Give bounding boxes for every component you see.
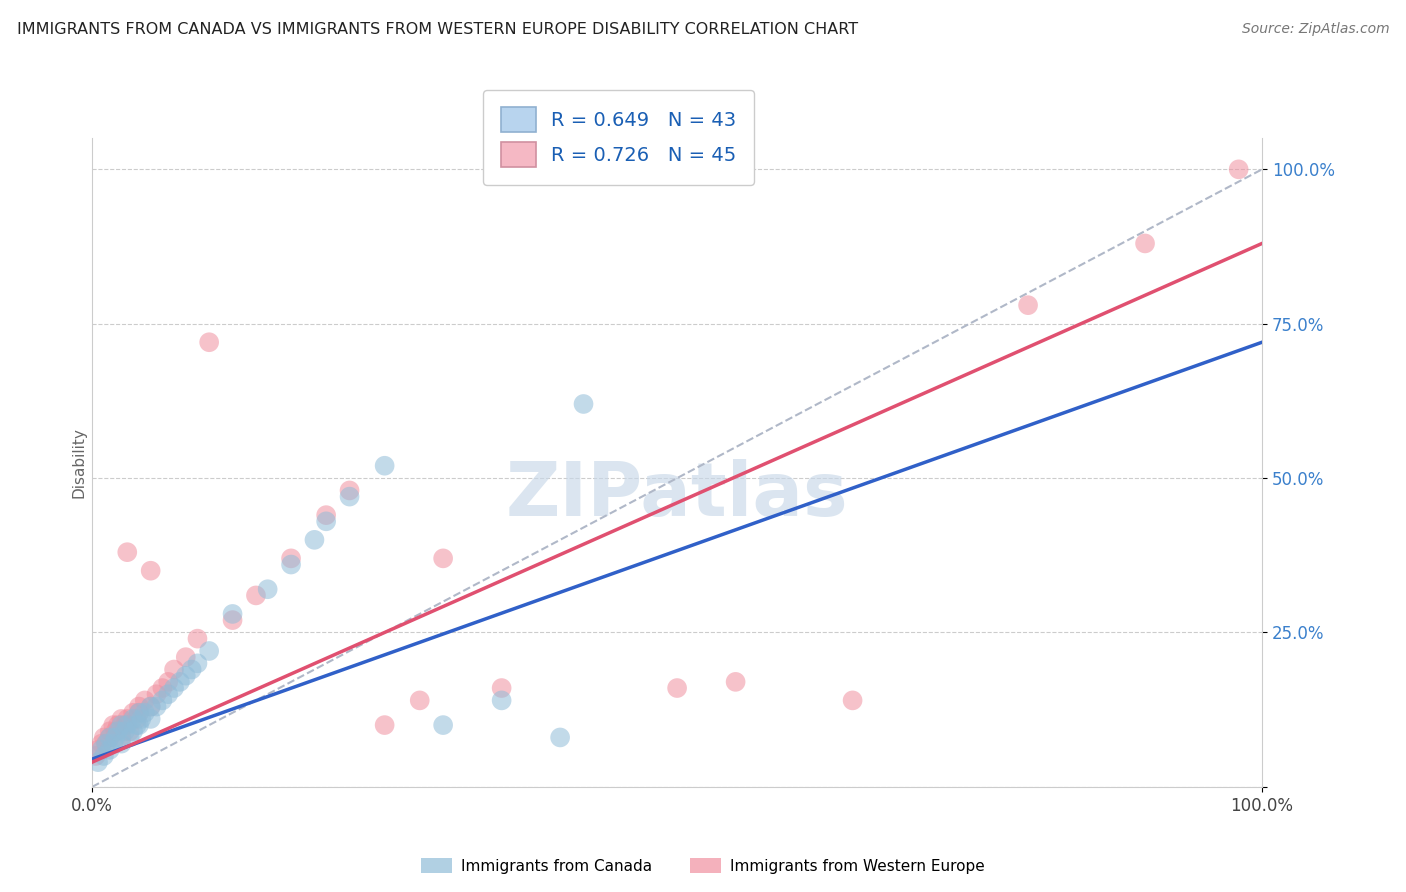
Point bbox=[180, 663, 202, 677]
Point bbox=[432, 551, 454, 566]
Point bbox=[157, 687, 180, 701]
Point bbox=[93, 748, 115, 763]
Point bbox=[139, 712, 162, 726]
Point bbox=[139, 699, 162, 714]
Point bbox=[724, 674, 747, 689]
Y-axis label: Disability: Disability bbox=[72, 427, 87, 498]
Point bbox=[90, 737, 112, 751]
Point bbox=[221, 607, 243, 621]
Point bbox=[315, 508, 337, 523]
Point bbox=[110, 731, 132, 745]
Text: Source: ZipAtlas.com: Source: ZipAtlas.com bbox=[1241, 22, 1389, 37]
Point bbox=[90, 743, 112, 757]
Point bbox=[125, 712, 148, 726]
Point bbox=[174, 650, 197, 665]
Legend: R = 0.649   N = 43, R = 0.726   N = 45: R = 0.649 N = 43, R = 0.726 N = 45 bbox=[484, 90, 754, 185]
Point bbox=[103, 718, 125, 732]
Point bbox=[107, 724, 129, 739]
Point bbox=[145, 687, 167, 701]
Point bbox=[280, 551, 302, 566]
Point bbox=[548, 731, 571, 745]
Point bbox=[104, 724, 127, 739]
Point bbox=[280, 558, 302, 572]
Point bbox=[117, 718, 139, 732]
Point bbox=[169, 674, 191, 689]
Point bbox=[128, 699, 150, 714]
Point bbox=[186, 657, 208, 671]
Point bbox=[315, 514, 337, 528]
Point bbox=[87, 743, 110, 757]
Point bbox=[117, 712, 139, 726]
Point bbox=[150, 681, 173, 695]
Point bbox=[84, 748, 107, 763]
Point bbox=[339, 483, 361, 498]
Point bbox=[98, 731, 121, 745]
Point bbox=[118, 724, 141, 739]
Point bbox=[117, 545, 139, 559]
Point bbox=[134, 706, 156, 720]
Point bbox=[256, 582, 278, 597]
Point bbox=[245, 589, 267, 603]
Point bbox=[107, 718, 129, 732]
Point bbox=[98, 743, 121, 757]
Point bbox=[339, 490, 361, 504]
Point bbox=[125, 718, 148, 732]
Text: ZIPatlas: ZIPatlas bbox=[506, 458, 848, 532]
Point bbox=[145, 699, 167, 714]
Point bbox=[98, 731, 121, 745]
Point bbox=[1017, 298, 1039, 312]
Point bbox=[198, 644, 221, 658]
Point bbox=[110, 718, 132, 732]
Point bbox=[134, 693, 156, 707]
Point bbox=[122, 724, 145, 739]
Point bbox=[93, 731, 115, 745]
Point bbox=[104, 731, 127, 745]
Point bbox=[139, 564, 162, 578]
Point bbox=[110, 712, 132, 726]
Point bbox=[114, 724, 136, 739]
Point bbox=[409, 693, 432, 707]
Point bbox=[432, 718, 454, 732]
Point bbox=[157, 674, 180, 689]
Point bbox=[1133, 236, 1156, 251]
Point bbox=[491, 693, 513, 707]
Point bbox=[96, 737, 118, 751]
Point bbox=[118, 731, 141, 745]
Point bbox=[122, 712, 145, 726]
Point bbox=[1227, 162, 1250, 177]
Point bbox=[186, 632, 208, 646]
Point bbox=[114, 718, 136, 732]
Point bbox=[103, 737, 125, 751]
Point bbox=[128, 706, 150, 720]
Point bbox=[122, 706, 145, 720]
Point bbox=[491, 681, 513, 695]
Point bbox=[131, 712, 153, 726]
Point bbox=[841, 693, 863, 707]
Point bbox=[572, 397, 595, 411]
Point bbox=[163, 681, 186, 695]
Point bbox=[98, 724, 121, 739]
Point bbox=[110, 737, 132, 751]
Point bbox=[198, 335, 221, 350]
Point bbox=[139, 699, 162, 714]
Point bbox=[163, 663, 186, 677]
Point bbox=[128, 706, 150, 720]
Text: IMMIGRANTS FROM CANADA VS IMMIGRANTS FROM WESTERN EUROPE DISABILITY CORRELATION : IMMIGRANTS FROM CANADA VS IMMIGRANTS FRO… bbox=[17, 22, 858, 37]
Point bbox=[374, 718, 396, 732]
Legend: Immigrants from Canada, Immigrants from Western Europe: Immigrants from Canada, Immigrants from … bbox=[415, 852, 991, 880]
Point bbox=[304, 533, 326, 547]
Point bbox=[221, 613, 243, 627]
Point bbox=[174, 668, 197, 682]
Point bbox=[128, 718, 150, 732]
Point bbox=[87, 755, 110, 769]
Point bbox=[150, 693, 173, 707]
Point bbox=[96, 737, 118, 751]
Point bbox=[374, 458, 396, 473]
Point bbox=[666, 681, 689, 695]
